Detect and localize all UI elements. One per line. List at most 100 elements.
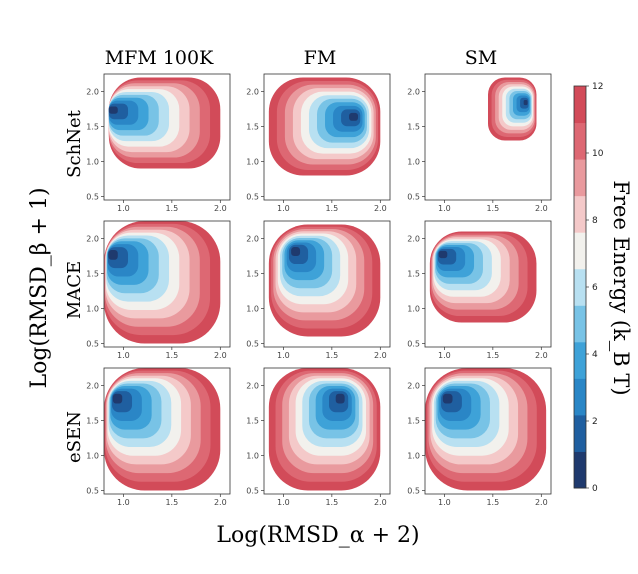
y-tick-label: 2.0 [86,235,99,244]
panel-frame [263,367,391,495]
panel-mace-fm: 1.0 1.5 2.0 0.5 1.0 1.5 2.0 [246,220,391,360]
y-tick-label: 1.5 [86,270,99,279]
colorbar-title: Free Energy (k_B T) [609,180,633,395]
x-tick-label: 1.5 [165,204,178,213]
panel-frame [103,220,231,348]
y-tick-label: 0.5 [86,340,99,349]
contour-level-0 [291,247,301,256]
y-tick-label: 2.0 [407,88,420,97]
colorbar: 0 2 4 6 8 10 12 [573,82,604,494]
contour-level-0 [349,112,359,121]
panel-esen-sm: 1.0 1.5 2.0 0.5 1.0 1.5 2.0 [407,367,552,507]
x-tick-label: 2.0 [374,204,387,213]
colorbar-tick-label: 0 [592,484,598,494]
contour-level-0 [442,393,453,404]
panel-frame [103,73,231,201]
y-tick-label: 0.5 [86,193,99,202]
panel-schnet-sm: 1.0 1.5 2.0 0.5 1.0 1.5 2.0 [407,73,552,213]
colorbar-tick-label: 12 [592,82,603,92]
y-tick-label: 1.0 [246,452,259,461]
y-axis-title: Log(RMSD_β + 1) [27,187,52,388]
y-tick-label: 0.5 [407,340,420,349]
row-title-esen: eSEN [64,411,85,463]
x-tick-label: 1.0 [277,204,290,213]
colorbar-level-0 [574,451,586,489]
x-tick-label: 1.0 [117,204,130,213]
colorbar-level-10 [574,86,586,124]
colorbar-tick-label: 10 [592,149,604,159]
colorbar-tick-label: 8 [592,216,598,226]
panel-frame [263,73,391,201]
column-title-mfm-100k: MFM 100K [105,47,214,69]
y-tick-label: 0.5 [86,487,99,496]
y-tick-label: 1.5 [86,123,99,132]
y-tick-label: 1.5 [86,417,99,426]
panel-frame [103,367,231,495]
x-tick-label: 2.0 [535,204,548,213]
y-tick-label: 2.0 [407,382,420,391]
y-tick-label: 0.5 [246,193,259,202]
y-tick-label: 1.0 [407,158,420,167]
column-title-sm: SM [465,47,497,69]
colorbar-tick-label: 6 [592,283,598,293]
y-tick-label: 1.0 [86,158,99,167]
colorbar-level-1 [574,414,586,452]
x-tick-label: 2.0 [535,498,548,507]
y-tick-label: 1.5 [407,417,420,426]
row-title-mace: MACE [64,261,85,319]
x-tick-label: 1.5 [486,351,499,360]
x-tick-label: 1.0 [117,498,130,507]
y-tick-label: 2.0 [246,235,259,244]
y-tick-label: 1.0 [246,158,259,167]
x-tick-label: 1.0 [277,498,290,507]
y-tick-label: 2.0 [407,235,420,244]
colorbar-level-2 [574,378,586,416]
contour-level-0 [112,393,123,404]
panel-esen-mfm-100k: 1.0 1.5 2.0 0.5 1.0 1.5 2.0 [86,367,231,507]
y-tick-label: 1.0 [407,305,420,314]
x-tick-label: 1.0 [277,351,290,360]
y-tick-label: 2.0 [246,382,259,391]
colorbar-level-4 [574,305,586,343]
y-tick-label: 0.5 [246,487,259,496]
contour-level-0 [523,100,528,106]
contour-level-0 [438,250,448,259]
panel-frame [424,220,552,348]
panel-grid: 1.0 1.5 2.0 0.5 1.0 1.5 2.0 1.0 1.5 2.0 0.5 1.0 1.5 2… [86,73,552,507]
panel-esen-fm: 1.0 1.5 2.0 0.5 1.0 1.5 2.0 [246,367,391,507]
y-tick-label: 1.0 [86,452,99,461]
x-tick-label: 1.5 [325,351,338,360]
colorbar-tick-label: 2 [592,417,598,427]
contour-level-0 [108,106,118,114]
y-tick-label: 1.0 [407,452,420,461]
x-tick-label: 2.0 [214,204,227,213]
y-tick-label: 1.5 [246,270,259,279]
x-tick-label: 2.0 [535,351,548,360]
panel-mace-sm: 1.0 1.5 2.0 0.5 1.0 1.5 2.0 [407,220,552,360]
colorbar-level-8 [574,159,586,197]
panel-mace-mfm-100k: 1.0 1.5 2.0 0.5 1.0 1.5 2.0 [86,220,231,360]
x-tick-label: 2.0 [214,498,227,507]
colorbar-level-9 [574,122,586,160]
x-tick-label: 1.5 [486,204,499,213]
x-tick-label: 1.5 [325,204,338,213]
x-axis-title: Log(RMSD_α + 2) [216,523,419,548]
y-tick-label: 0.5 [246,340,259,349]
contour-level-0 [335,393,345,404]
panel-frame [424,367,552,495]
x-tick-label: 1.0 [438,204,451,213]
y-tick-label: 0.5 [407,487,420,496]
y-tick-label: 2.0 [86,88,99,97]
colorbar-level-6 [574,232,586,270]
x-tick-label: 2.0 [214,351,227,360]
panel-schnet-mfm-100k: 1.0 1.5 2.0 0.5 1.0 1.5 2.0 [86,73,231,213]
x-tick-label: 1.0 [117,351,130,360]
y-tick-label: 1.5 [407,270,420,279]
y-tick-label: 0.5 [407,193,420,202]
x-tick-label: 1.5 [165,351,178,360]
x-tick-label: 2.0 [374,351,387,360]
x-tick-label: 1.0 [438,498,451,507]
row-title-schnet: SchNet [64,109,85,177]
y-tick-label: 1.0 [246,305,259,314]
